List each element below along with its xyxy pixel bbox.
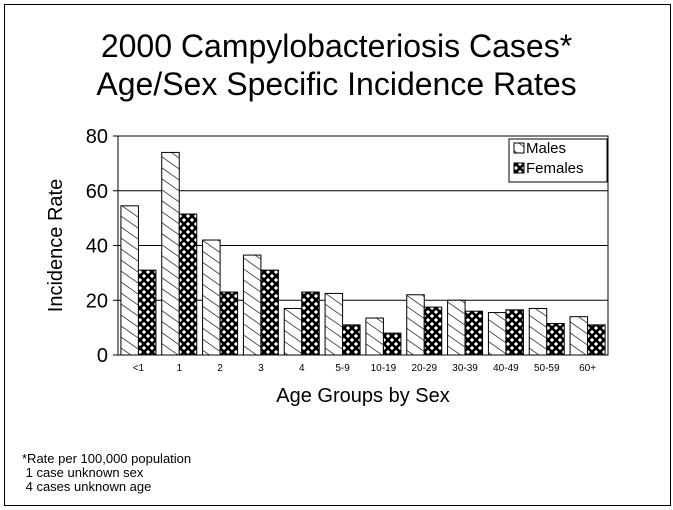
bar-males: [406, 294, 425, 356]
bar-females: [219, 291, 239, 356]
bar-males: [528, 307, 548, 356]
footnote-rate: *Rate per 100,000 population: [22, 451, 192, 466]
bar-males: [487, 312, 507, 356]
y-tick-label: 60: [86, 181, 108, 203]
bar-males: [161, 151, 180, 356]
bar-males: [242, 254, 262, 356]
x-tick-label: 20-29: [411, 363, 437, 374]
x-tick-label: 50-59: [534, 363, 560, 374]
y-tick-label: 40: [86, 236, 108, 258]
bar-males: [324, 292, 344, 356]
x-tick-label: 3: [258, 363, 264, 374]
chart-title-line-2: Age/Sex Specific Incidence Rates: [96, 66, 577, 102]
bar-males: [365, 317, 384, 356]
legend-label-females: Females: [526, 160, 584, 177]
x-tick-label: 30-39: [452, 363, 478, 374]
legend-swatch-males: [513, 142, 525, 154]
bar-females: [505, 309, 524, 356]
bar-females: [260, 269, 279, 356]
y-tick-label: 0: [97, 345, 108, 367]
bar-females: [178, 213, 198, 356]
bar-females: [423, 306, 443, 356]
x-axis-title: Age Groups by Sex: [276, 385, 449, 407]
slide-frame: [4, 4, 671, 506]
x-tick-label: <1: [133, 363, 145, 374]
y-axis-title: Incidence Rate: [45, 179, 67, 312]
y-tick-label: 20: [86, 290, 108, 312]
footnote-unknown-age: 4 cases unknown age: [22, 479, 152, 494]
x-tick-label: 60+: [579, 363, 596, 374]
bar-females: [464, 310, 484, 356]
bar-females: [382, 332, 402, 356]
x-tick-label: 10-19: [371, 363, 397, 374]
y-tick-label: 80: [86, 126, 108, 148]
bar-males: [120, 205, 139, 356]
footnote-unknown-sex: 1 case unknown sex: [22, 465, 144, 480]
bar-males: [283, 307, 303, 356]
x-tick-label: 40-49: [493, 363, 519, 374]
x-tick-label: 1: [176, 363, 182, 374]
bar-females: [301, 291, 320, 356]
bar-males: [569, 316, 589, 356]
chart-title-line-1: 2000 Campylobacteriosis Cases*: [100, 28, 573, 64]
x-tick-label: 4: [299, 363, 305, 374]
bar-females: [546, 323, 565, 356]
legend-label-males: Males: [526, 140, 566, 157]
bar-females: [342, 324, 361, 356]
x-tick-label: 2: [217, 363, 223, 374]
legend-box: [508, 138, 608, 183]
bar-males: [202, 239, 221, 356]
bar-males: [447, 299, 466, 356]
legend-swatch-females: [513, 162, 525, 174]
footnotes: *Rate per 100,000 population 1 case unkn…: [22, 452, 191, 494]
bar-females: [137, 269, 157, 356]
bar-females: [587, 324, 606, 356]
x-tick-label: 5-9: [335, 363, 350, 374]
